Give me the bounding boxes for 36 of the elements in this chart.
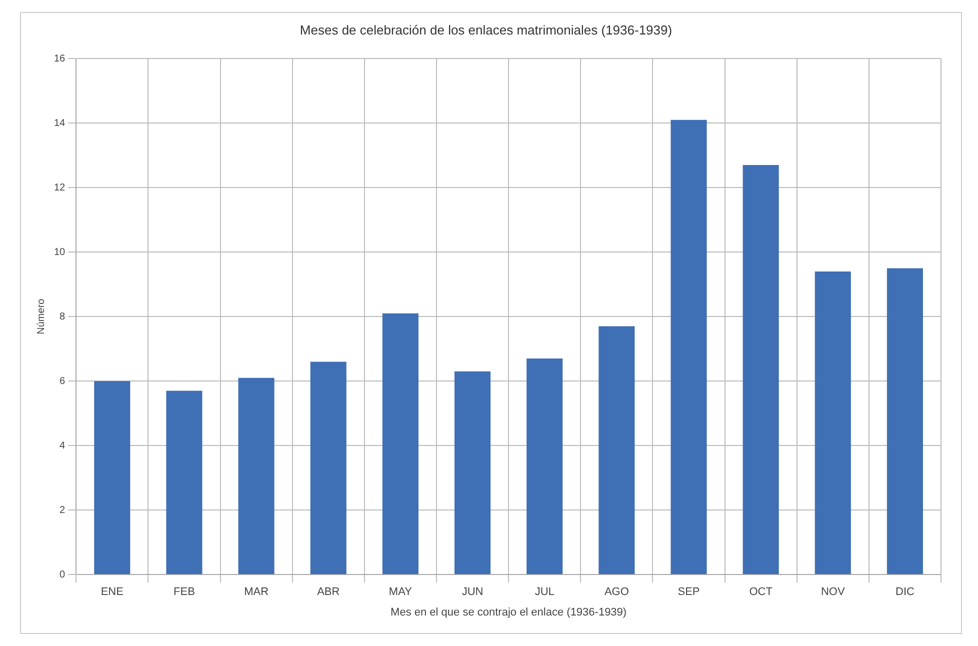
bar xyxy=(382,313,418,574)
x-tick-label: MAY xyxy=(388,586,413,598)
x-tick-label: DIC xyxy=(895,586,914,598)
x-tick-label: FEB xyxy=(174,586,195,598)
bar xyxy=(238,378,274,574)
bar xyxy=(454,371,491,574)
x-tick-label: AGO xyxy=(604,586,630,598)
y-tick-label: 4 xyxy=(60,440,66,452)
y-tick-label: 8 xyxy=(60,311,66,322)
y-tick-label: 2 xyxy=(60,504,66,516)
y-tick-label: 6 xyxy=(60,376,66,387)
chart-title: Meses de celebración de los enlaces matrimoniales (1936-1939) xyxy=(300,22,672,38)
bar xyxy=(742,165,779,574)
x-tick-label: ENE xyxy=(100,586,124,598)
y-tick-label: 10 xyxy=(54,246,66,258)
y-axis-title: Número xyxy=(36,298,47,334)
bar xyxy=(94,381,130,574)
bar xyxy=(310,362,346,574)
bar xyxy=(526,358,563,574)
bar xyxy=(886,268,923,574)
x-tick-label: MAR xyxy=(244,586,269,598)
x-tick-label: JUN xyxy=(462,586,484,598)
y-tick-label: 14 xyxy=(54,118,66,129)
x-tick-label: JUL xyxy=(534,586,554,598)
x-tick-label: NOV xyxy=(820,586,846,598)
bar xyxy=(598,326,635,574)
x-tick-label: ABR xyxy=(317,586,340,598)
y-tick-label: 12 xyxy=(54,182,66,194)
x-axis-title: Mes en el que se contrajo el enlace (1936-1939) xyxy=(390,606,627,618)
bar xyxy=(814,271,851,574)
bar xyxy=(166,390,202,574)
y-tick-label: 16 xyxy=(54,53,66,64)
x-tick-label: SEP xyxy=(678,586,700,598)
y-tick-label: 0 xyxy=(60,569,66,580)
bar xyxy=(670,120,707,574)
x-tick-label: OCT xyxy=(749,586,773,598)
